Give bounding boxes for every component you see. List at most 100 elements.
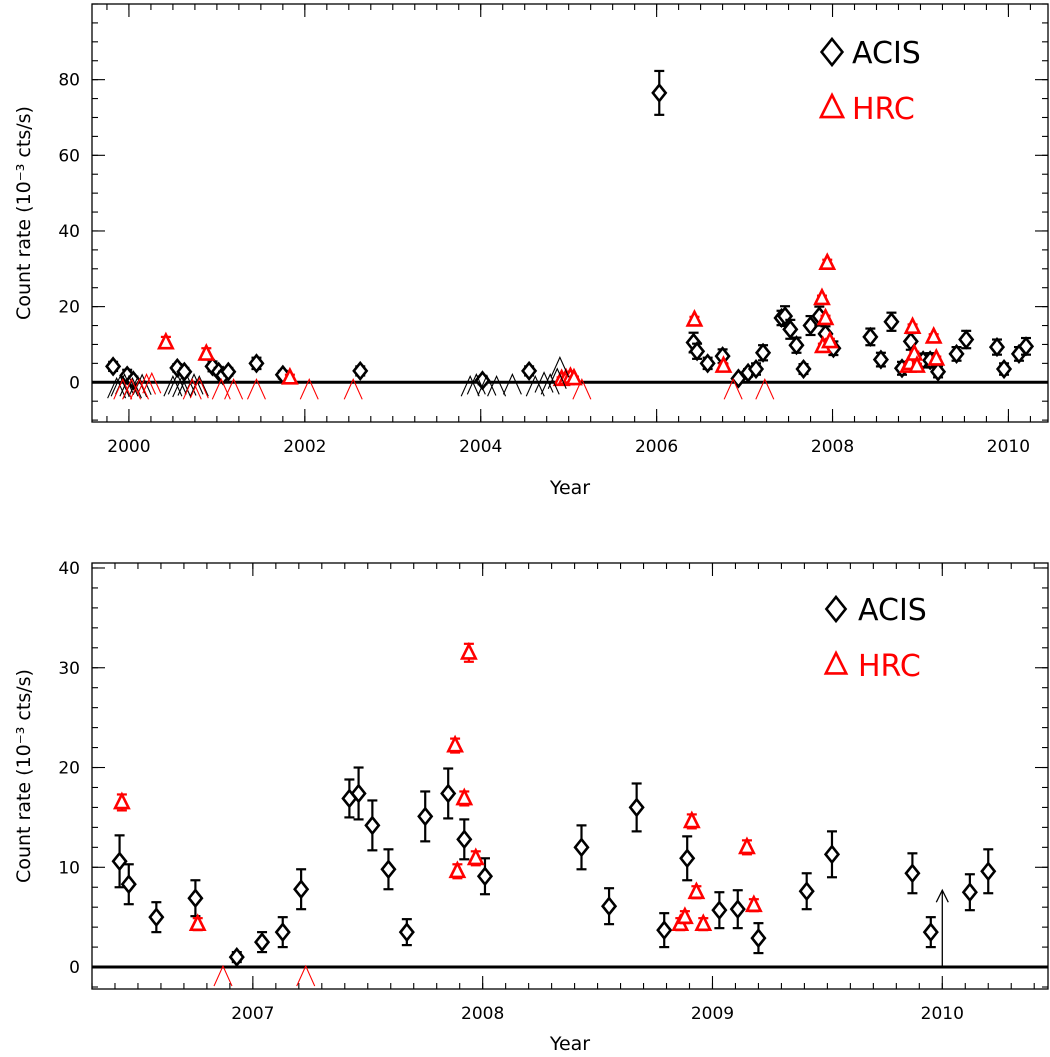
hrc-point	[818, 252, 837, 271]
y-tick-label: 40	[58, 222, 80, 242]
acis-point	[988, 337, 1006, 358]
acis-point	[187, 888, 204, 909]
x-axis-title: Year	[549, 477, 590, 499]
acis-point	[628, 797, 645, 818]
acis-point	[601, 896, 618, 917]
y-tick-label: 20	[58, 759, 80, 779]
y-axis-title: Count rate (10⁻³ cts/s)	[13, 669, 35, 883]
acis-point	[456, 829, 473, 850]
hrc-point	[446, 734, 464, 753]
hrc-point	[903, 316, 922, 334]
hrc-upper-limits-point	[723, 377, 743, 400]
acis-upper-limits-point	[163, 374, 183, 397]
acis-point	[253, 932, 271, 953]
legend-hrc-triangle-icon	[823, 650, 849, 675]
hrc-upper-limits-point	[142, 371, 162, 394]
acis-point	[656, 920, 673, 941]
acis-point	[883, 311, 900, 332]
y-tick-label: 60	[58, 146, 80, 166]
hrc-upper-limits-point	[343, 377, 363, 400]
acis-point	[417, 806, 434, 827]
legend-acis-diamond-icon	[824, 594, 848, 624]
hrc-upper-limits-point	[246, 377, 266, 400]
acis-upper-limits-point	[525, 374, 545, 397]
acis-point	[521, 360, 538, 382]
hrc-upper-limits-point	[755, 377, 775, 400]
acis-point	[747, 358, 765, 380]
acis-point	[711, 900, 728, 921]
y-tick-label: 0	[69, 373, 80, 393]
hrc-point	[714, 355, 733, 373]
acis-point	[120, 874, 137, 895]
acis-point	[573, 837, 590, 858]
x-tick-label: 2006	[635, 437, 678, 457]
x-tick-label: 2002	[283, 437, 326, 457]
legend-acis-diamond-icon	[819, 36, 845, 68]
acis-point	[961, 882, 978, 903]
acis-point	[350, 783, 367, 804]
acis-point	[293, 879, 310, 900]
hrc-point	[459, 641, 478, 660]
hrc-point	[197, 343, 216, 361]
acis-point	[248, 353, 265, 374]
acis-point	[958, 329, 975, 350]
hrc-point	[820, 330, 839, 349]
acis-point	[380, 859, 397, 880]
acis-point	[782, 319, 799, 340]
acis-upper-limits-point	[477, 374, 497, 396]
x-tick-label: 2000	[107, 437, 150, 457]
acis-upper-limits-point	[466, 373, 486, 395]
acis-point	[922, 922, 939, 943]
hrc-point	[455, 787, 474, 806]
hrc-point	[448, 860, 467, 879]
y-tick-label: 80	[58, 71, 80, 91]
hrc-point	[816, 307, 835, 326]
hrc-point	[694, 913, 713, 932]
y-tick-label: 40	[58, 559, 80, 579]
acis-point	[729, 899, 746, 920]
x-tick-label: 2007	[231, 1004, 274, 1024]
legend-hrc-triangle-icon	[818, 92, 846, 119]
hrc-point	[924, 325, 943, 344]
y-tick-label: 10	[58, 858, 80, 878]
hrc-point	[112, 791, 131, 810]
acis-point	[148, 907, 165, 928]
acis-point	[750, 928, 767, 949]
acis-point	[364, 815, 381, 836]
hrc-point	[813, 287, 831, 306]
hrc-point	[744, 894, 763, 913]
hrc-upper-limits-point	[189, 376, 209, 399]
acis-upper-limits-point	[177, 374, 197, 396]
acis-upper-limits-point	[189, 374, 209, 397]
acis-point	[823, 844, 841, 865]
acis-point	[105, 356, 122, 377]
acis-upper-limits-point	[502, 373, 522, 395]
acis-upper-limits-point	[540, 373, 560, 395]
acis-point	[795, 358, 812, 380]
x-tick-label: 2004	[459, 437, 502, 457]
legend-hrc-label: HRC	[852, 92, 915, 127]
x-axis-title: Year	[549, 1033, 590, 1055]
acis-upper-limits-point	[167, 373, 187, 395]
acis-upper-limit-arrow-head	[935, 888, 949, 903]
acis-upper-limits-point	[110, 374, 130, 397]
acis-point	[679, 848, 696, 869]
acis-point	[948, 343, 965, 364]
acis-point	[798, 881, 815, 902]
hrc-point	[905, 343, 924, 361]
acis-point	[398, 922, 415, 943]
hrc-upper-limits-point	[113, 377, 133, 400]
hrc-point	[565, 367, 583, 386]
acis-upper-limits-point	[460, 374, 480, 397]
hrc-upper-limits-point	[224, 377, 244, 400]
acis-point	[699, 353, 716, 374]
acis-point	[228, 946, 245, 968]
acis-point	[689, 341, 706, 362]
hrc-upper-limits-point	[296, 964, 316, 987]
bottom-panel: 2007 2008 2009 2010 0 10 20 30 40 Year Count rate …	[13, 559, 1049, 1055]
plot-frame	[91, 562, 1049, 990]
hrc-upper-limits-point	[213, 964, 233, 987]
acis-point	[802, 315, 819, 336]
hrc-point	[927, 347, 946, 366]
